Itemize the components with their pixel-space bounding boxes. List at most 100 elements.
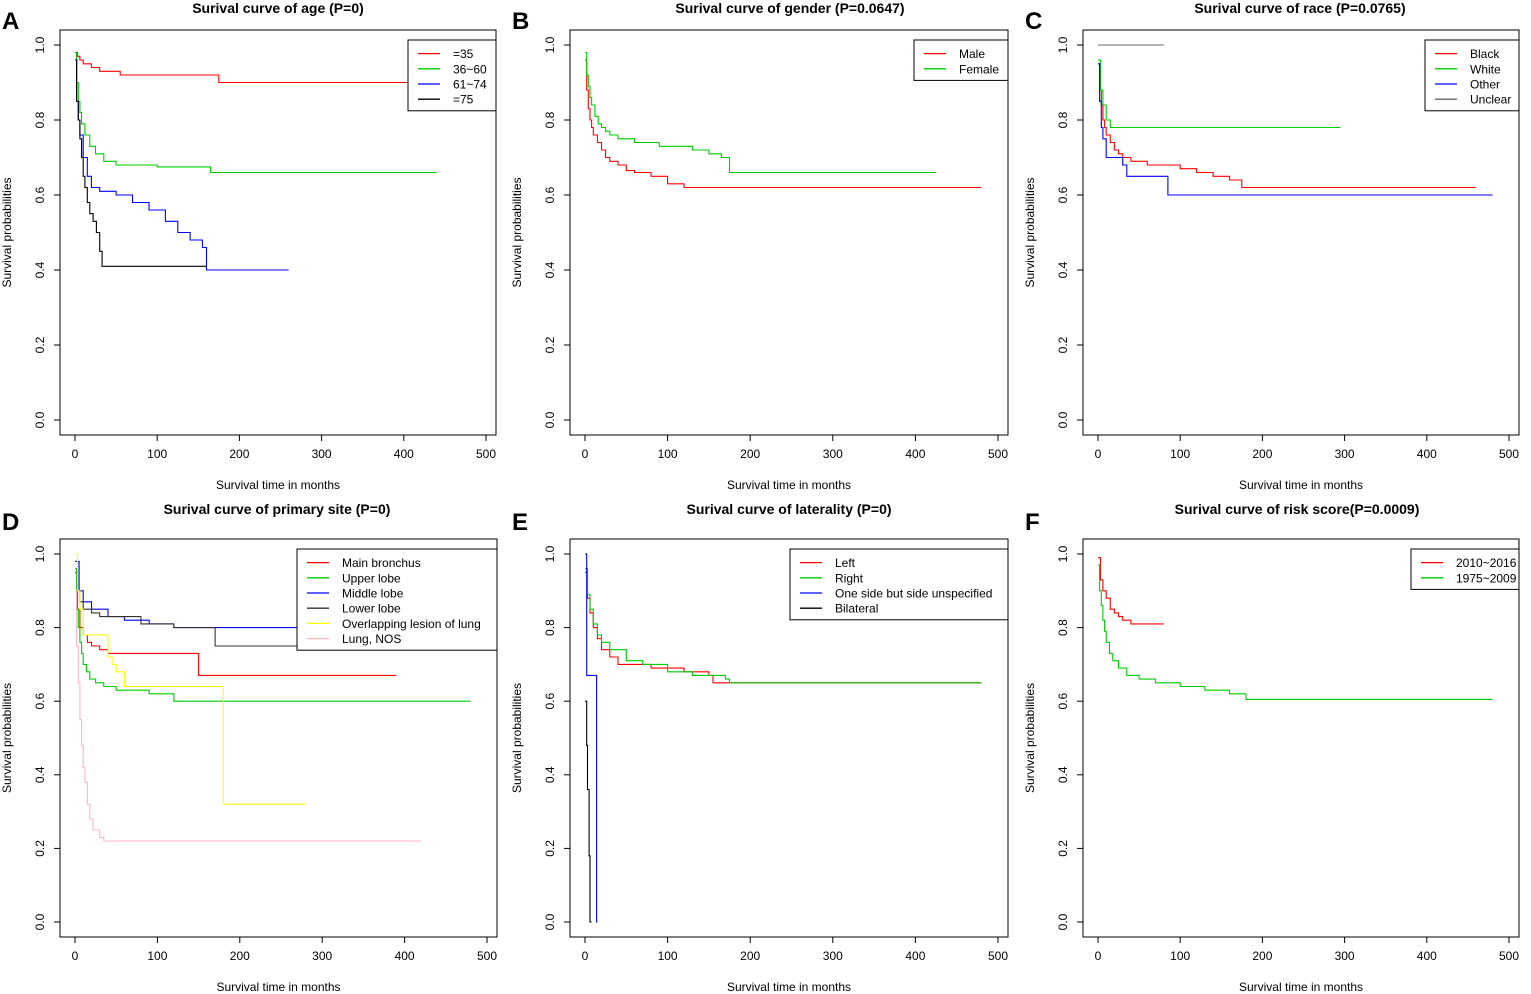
y-tick-label: 0.4: [1056, 261, 1070, 278]
chart-title: Surival curve of gender (P=0.0647): [675, 0, 904, 16]
y-axis-label: Survival probabilities: [0, 683, 14, 793]
panel-letter: D: [2, 509, 19, 536]
series-line-1: [75, 51, 437, 174]
y-tick-label: 1.0: [543, 36, 557, 53]
chart-panel-c: C Surival curve of race (P=0.0765) 0.0 0.2 0…: [1023, 0, 1520, 492]
y-tick-label: 0.2: [543, 840, 557, 857]
x-tick-label: 500: [476, 447, 496, 461]
series-line-0: [1098, 63, 1477, 189]
x-tick-label: 400: [905, 447, 925, 461]
chart-title: Surival curve of age (P=0): [192, 0, 364, 16]
y-axis-label: Survival probabilities: [510, 683, 524, 793]
plot-frame: [1082, 29, 1520, 436]
series-line-1: [1098, 59, 1341, 129]
x-tick-label: 100: [147, 447, 167, 461]
x-axis-label: Survival time in months: [216, 478, 340, 492]
chart-title: Surival curve of risk score(P=0.0009): [1175, 501, 1420, 517]
panel-letter: B: [512, 8, 529, 35]
panel-letter: F: [1025, 509, 1040, 536]
series-line-3: [75, 59, 207, 267]
y-tick-label: 0.8: [543, 111, 557, 128]
x-tick-label: 500: [1499, 447, 1519, 461]
y-tick-label: 0.2: [1056, 840, 1070, 857]
legend-label: 61~74: [453, 78, 487, 92]
legend-label: Left: [835, 556, 856, 570]
y-tick-label: 0.6: [33, 186, 47, 203]
y-tick-label: 0.0: [1056, 411, 1070, 428]
y-tick-label: 0.4: [33, 261, 47, 278]
y-tick-label: 0.2: [33, 840, 47, 857]
x-tick-label: 200: [1252, 447, 1272, 461]
y-tick-label: 0.4: [33, 766, 47, 783]
y-tick-label: 1.0: [1056, 36, 1070, 53]
x-tick-label: 400: [905, 949, 925, 963]
y-tick-label: 0.8: [33, 111, 47, 128]
legend-label: Overlapping lesion of lung: [342, 617, 481, 631]
y-tick-label: 0.2: [1056, 336, 1070, 353]
x-tick-label: 400: [394, 447, 414, 461]
y-tick-label: 0.4: [543, 766, 557, 783]
x-tick-label: 100: [658, 949, 678, 963]
x-tick-label: 100: [147, 949, 167, 963]
legend-label: 2010~2016: [1456, 556, 1517, 570]
y-tick-label: 1.0: [543, 545, 557, 562]
y-tick-label: 0.8: [543, 619, 557, 636]
legend-label: Unclear: [1470, 93, 1511, 107]
y-tick-label: 0.8: [1056, 111, 1070, 128]
x-tick-label: 200: [230, 949, 250, 963]
series-line-0: [585, 571, 982, 684]
legend-label: Lung, NOS: [342, 632, 401, 646]
plot-frame: [59, 538, 498, 938]
y-axis-label: Survival probabilities: [510, 177, 524, 287]
x-tick-label: 100: [1170, 949, 1190, 963]
legend-label: Right: [835, 571, 864, 585]
x-tick-label: 0: [582, 447, 589, 461]
plot-frame: [569, 29, 1009, 436]
legend-label: Male: [959, 47, 985, 61]
x-tick-label: 0: [1095, 949, 1102, 963]
series-line-3: [585, 700, 592, 923]
y-tick-label: 0.6: [1056, 693, 1070, 710]
series-line-5: [75, 590, 422, 842]
y-axis-label: Survival probabilities: [0, 177, 14, 287]
x-axis-label: Survival time in months: [727, 478, 851, 492]
x-axis-label: Survival time in months: [1239, 980, 1363, 994]
panel-letter: C: [1025, 8, 1042, 35]
panel-letter: A: [2, 8, 19, 35]
y-tick-label: 0.4: [543, 261, 557, 278]
series-line-0: [75, 571, 397, 676]
plot-frame: [59, 29, 497, 436]
series-line-2: [1098, 63, 1493, 196]
series-line-1: [585, 51, 936, 174]
x-tick-label: 500: [988, 447, 1008, 461]
series-line-1: [585, 568, 982, 684]
legend-label: Middle lobe: [342, 587, 404, 601]
legend-box: [913, 39, 1009, 81]
chart-title: Surival curve of laterality (P=0): [686, 501, 891, 517]
x-tick-label: 300: [1335, 447, 1355, 461]
legend-label: Upper lobe: [342, 571, 401, 585]
legend-label: Main bronchus: [342, 556, 421, 570]
x-tick-label: 400: [1417, 949, 1437, 963]
y-tick-label: 0.0: [33, 913, 47, 930]
series-line-0: [1098, 557, 1164, 625]
y-tick-label: 0.0: [33, 411, 47, 428]
y-tick-label: 0.6: [543, 693, 557, 710]
x-tick-label: 0: [72, 949, 79, 963]
legend-label: Bilateral: [835, 602, 878, 616]
chart-panel-e: E Surival curve of laterality (P=0) 0.0 0.2…: [510, 501, 1009, 994]
y-tick-label: 0.4: [1056, 766, 1070, 783]
y-tick-label: 0.2: [33, 336, 47, 353]
series-line-0: [585, 59, 982, 189]
x-tick-label: 100: [658, 447, 678, 461]
y-tick-label: 1.0: [33, 545, 47, 562]
chart-panel-b: B Surival curve of gender (P=0.0647) 0.0 0.…: [510, 0, 1009, 492]
y-tick-label: 0.0: [1056, 913, 1070, 930]
x-tick-label: 400: [395, 949, 415, 963]
x-tick-label: 300: [823, 447, 843, 461]
legend-box: [407, 39, 497, 112]
